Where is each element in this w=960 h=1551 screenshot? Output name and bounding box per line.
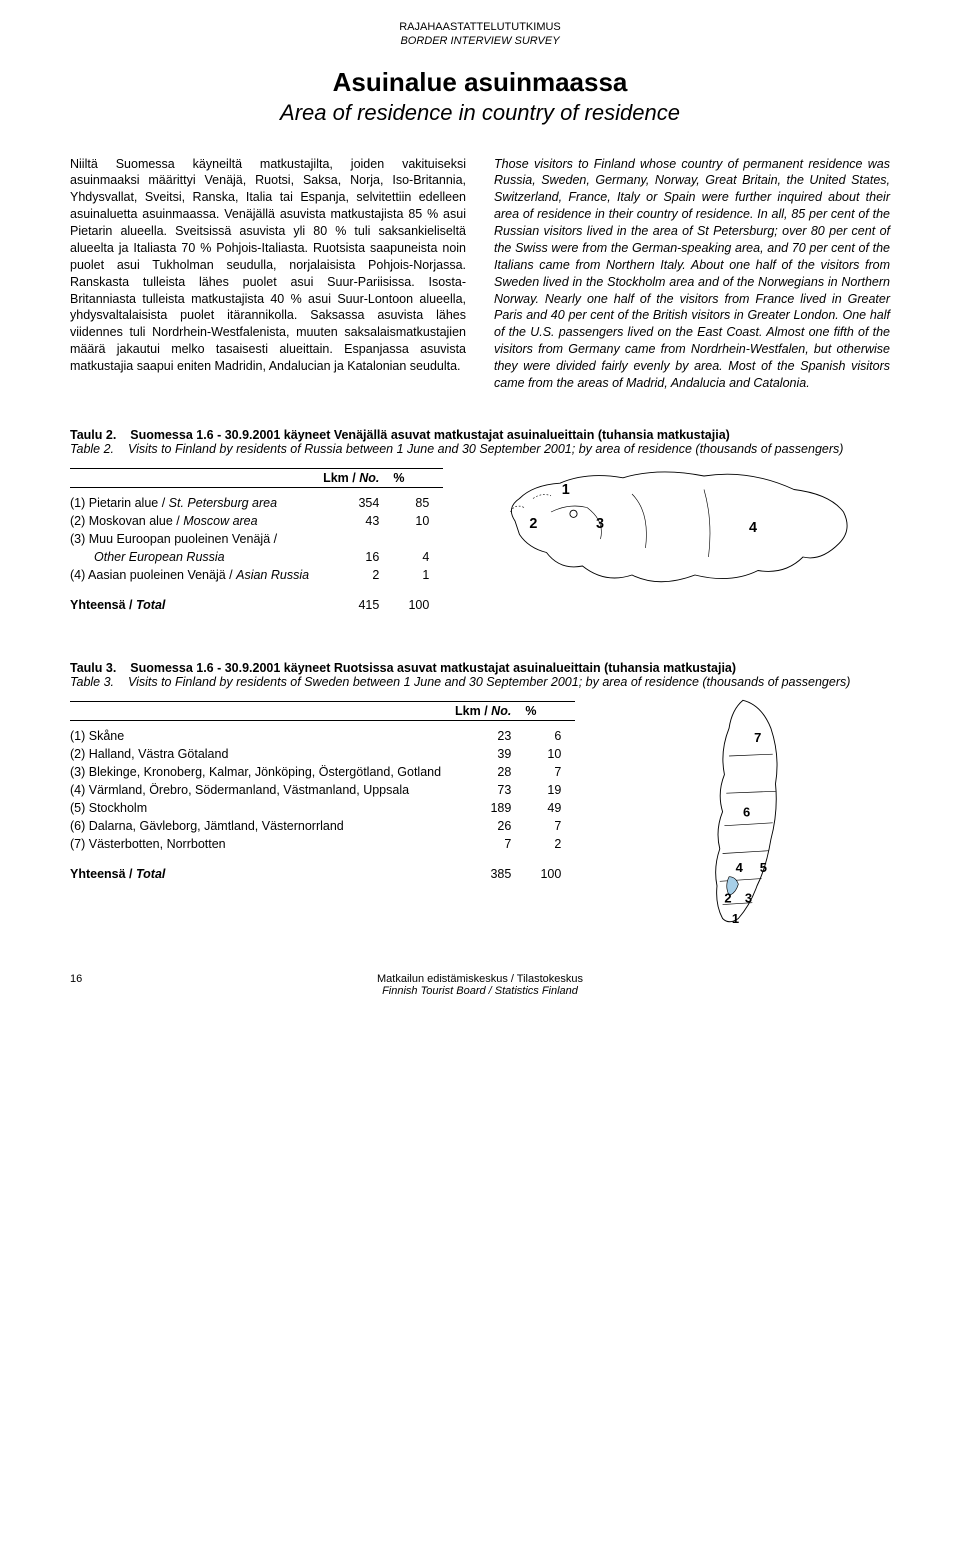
table-2-title-fi: Suomessa 1.6 - 30.9.2001 käyneet Venäjäl… bbox=[130, 428, 730, 442]
table-2-label-en: Table 2. bbox=[70, 442, 114, 456]
table-2-col-pct: % bbox=[393, 468, 443, 487]
table-3-label-en: Table 3. bbox=[70, 675, 114, 689]
table-row: (5) Stockholm 189 49 bbox=[70, 799, 575, 817]
table-3-title-fi: Suomessa 1.6 - 30.9.2001 käyneet Ruotsis… bbox=[130, 661, 736, 675]
map-label-5: 5 bbox=[759, 860, 766, 875]
map-label-3: 3 bbox=[596, 516, 604, 532]
russia-map: 1 2 3 4 bbox=[463, 458, 890, 625]
table-3-label-fi: Taulu 3. bbox=[70, 661, 116, 675]
table-row: (4) Värmland, Örebro, Södermanland, Väst… bbox=[70, 781, 575, 799]
table-3-col-n: Lkm / No. bbox=[455, 704, 511, 718]
page-number: 16 bbox=[70, 973, 120, 997]
map-label-1: 1 bbox=[732, 911, 739, 926]
sweden-map: 1 2 3 4 5 6 7 bbox=[595, 691, 890, 937]
table-row: (3) Blekinge, Kronoberg, Kalmar, Jönköpi… bbox=[70, 763, 575, 781]
table-3-caption: Taulu 3. Suomessa 1.6 - 30.9.2001 käynee… bbox=[70, 661, 890, 689]
table-total-row: Yhteensä / Total 415 100 bbox=[70, 584, 443, 614]
table-row: (2) Halland, Västra Götaland 39 10 bbox=[70, 745, 575, 763]
russia-map-svg: 1 2 3 4 bbox=[497, 458, 857, 620]
table-row: (4) Aasian puoleinen Venäjä / Asian Russ… bbox=[70, 566, 443, 584]
header-line-2: BORDER INTERVIEW SURVEY bbox=[70, 34, 890, 48]
table-3-col-pct: % bbox=[525, 701, 575, 720]
document-header: RAJAHAASTATTELUTUTKIMUS BORDER INTERVIEW… bbox=[70, 20, 890, 49]
table-row: (7) Västerbotten, Norrbotten 7 2 bbox=[70, 835, 575, 853]
footer-line-1: Matkailun edistämiskeskus / Tilastokesku… bbox=[120, 973, 840, 985]
table-2-title-en: Visits to Finland by residents of Russia… bbox=[128, 442, 843, 456]
table-3-section: Taulu 3. Suomessa 1.6 - 30.9.2001 käynee… bbox=[70, 661, 890, 937]
title-en: Area of residence in country of residenc… bbox=[70, 100, 890, 126]
table-3: Lkm / No. % (1) Skåne 23 6 (2) Halland, … bbox=[70, 701, 575, 883]
map-label-2: 2 bbox=[724, 891, 731, 906]
table-3-title-en: Visits to Finland by residents of Sweden… bbox=[128, 675, 850, 689]
table-2: Lkm / No. % (1) Pietarin alue / St. Pete… bbox=[70, 468, 443, 614]
footer-line-2: Finnish Tourist Board / Statistics Finla… bbox=[120, 985, 840, 997]
body-text-fi: Niiltä Suomessa käyneiltä matkustajilta,… bbox=[70, 156, 466, 392]
map-label-6: 6 bbox=[743, 804, 750, 819]
title-block: Asuinalue asuinmaassa Area of residence … bbox=[70, 67, 890, 126]
map-label-2: 2 bbox=[529, 516, 537, 532]
table-row: (1) Pietarin alue / St. Petersburg area … bbox=[70, 487, 443, 512]
map-label-3: 3 bbox=[745, 891, 752, 906]
body-text-en: Those visitors to Finland whose country … bbox=[494, 156, 890, 392]
sweden-map-svg: 1 2 3 4 5 6 7 bbox=[678, 691, 808, 932]
body-columns: Niiltä Suomessa käyneiltä matkustajilta,… bbox=[70, 156, 890, 392]
table-2-label-fi: Taulu 2. bbox=[70, 428, 116, 442]
map-label-4: 4 bbox=[735, 860, 743, 875]
table-row: (1) Skåne 23 6 bbox=[70, 720, 575, 745]
table-2-col-n: Lkm / No. bbox=[323, 471, 379, 485]
table-row: (2) Moskovan alue / Moscow area 43 10 bbox=[70, 512, 443, 530]
table-2-section: Taulu 2. Suomessa 1.6 - 30.9.2001 käynee… bbox=[70, 428, 890, 625]
map-label-1: 1 bbox=[561, 482, 569, 498]
table-row: Other European Russia 16 4 bbox=[70, 548, 443, 566]
map-label-4: 4 bbox=[749, 520, 757, 536]
header-line-1: RAJAHAASTATTELUTUTKIMUS bbox=[70, 20, 890, 34]
page-footer: 16 Matkailun edistämiskeskus / Tilastoke… bbox=[70, 973, 890, 997]
table-row: (3) Muu Euroopan puoleinen Venäjä / bbox=[70, 530, 443, 548]
table-2-caption: Taulu 2. Suomessa 1.6 - 30.9.2001 käynee… bbox=[70, 428, 890, 456]
map-label-7: 7 bbox=[754, 730, 761, 745]
table-row: (6) Dalarna, Gävleborg, Jämtland, Väster… bbox=[70, 817, 575, 835]
title-fi: Asuinalue asuinmaassa bbox=[70, 67, 890, 98]
table-total-row: Yhteensä / Total 385 100 bbox=[70, 853, 575, 883]
